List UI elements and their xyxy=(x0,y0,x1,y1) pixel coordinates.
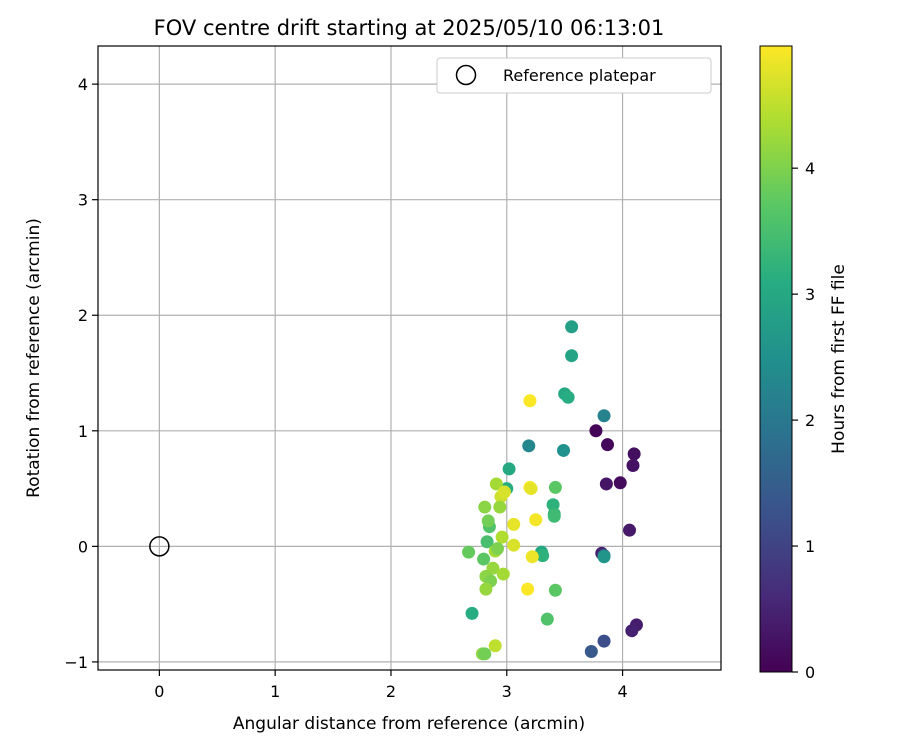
data-point xyxy=(465,606,479,620)
data-point xyxy=(561,390,575,404)
data-point xyxy=(507,517,521,531)
colorbar-label: Hours from first FF file xyxy=(829,264,849,454)
reference-platepar-marker xyxy=(149,536,170,557)
data-point xyxy=(536,549,550,563)
colorbar-tick-label: 1 xyxy=(805,537,815,556)
data-point xyxy=(626,458,640,472)
data-point xyxy=(524,482,538,496)
data-point xyxy=(478,500,492,514)
data-point xyxy=(565,320,579,334)
legend-entry: Reference platepar xyxy=(503,66,656,85)
colorbar-tick-label: 2 xyxy=(805,411,815,430)
plot-frame xyxy=(97,45,722,671)
x-axis-label: Angular distance from reference (arcmin) xyxy=(233,714,585,734)
colorbar-tick-label: 3 xyxy=(805,285,815,304)
data-point xyxy=(548,583,562,597)
data-point xyxy=(522,439,536,453)
data-point xyxy=(589,424,603,438)
x-tick-label: 3 xyxy=(502,682,512,701)
data-point xyxy=(497,485,511,499)
data-point xyxy=(565,349,579,363)
data-point xyxy=(481,514,495,528)
data-point xyxy=(525,550,539,564)
legend-marker xyxy=(455,64,477,86)
data-point xyxy=(584,645,598,659)
y-tick-label: 1 xyxy=(78,422,88,441)
y-axis-label: Rotation from reference (arcmin) xyxy=(24,218,44,498)
data-point xyxy=(521,582,535,596)
x-tick-label: 1 xyxy=(270,682,280,701)
x-tick-label: 0 xyxy=(154,682,164,701)
data-point xyxy=(540,612,554,626)
legend-box xyxy=(436,57,712,94)
colorbar: 0 1 2 3 4 Hours from first FF file xyxy=(759,45,849,682)
data-point xyxy=(627,447,641,461)
data-point xyxy=(597,634,611,648)
y-tick-label: 0 xyxy=(78,537,88,556)
legend: Reference platepar xyxy=(436,57,712,94)
y-tick-label: 2 xyxy=(78,306,88,325)
data-point xyxy=(489,477,503,491)
data-point xyxy=(599,477,613,491)
data-point xyxy=(493,500,507,514)
y-axis-ticks: −1 0 1 2 3 4 xyxy=(64,75,98,672)
data-point xyxy=(502,462,516,476)
data-point xyxy=(462,545,476,559)
data-point xyxy=(625,624,639,638)
data-point xyxy=(478,647,492,661)
data-point xyxy=(529,513,543,527)
data-point xyxy=(479,582,493,596)
data-point xyxy=(601,438,615,452)
data-point xyxy=(477,552,491,566)
data-point xyxy=(491,542,505,556)
data-point xyxy=(623,523,637,537)
y-tick-label: 4 xyxy=(78,75,88,94)
data-point xyxy=(547,509,561,523)
data-points xyxy=(462,320,643,661)
data-point xyxy=(597,550,611,564)
data-point xyxy=(488,639,502,653)
x-tick-label: 2 xyxy=(386,682,396,701)
data-point xyxy=(495,530,509,544)
data-point xyxy=(557,443,571,457)
data-point xyxy=(523,394,537,408)
x-tick-label: 4 xyxy=(617,682,627,701)
colorbar-tick-label: 0 xyxy=(805,663,815,682)
grid-lines xyxy=(98,46,721,670)
chart-title: FOV centre drift starting at 2025/05/10 … xyxy=(154,16,665,40)
colorbar-gradient xyxy=(759,45,793,673)
data-point xyxy=(597,409,611,423)
data-point xyxy=(548,480,562,494)
data-point xyxy=(496,567,510,581)
data-point xyxy=(507,538,521,552)
colorbar-ticks: 0 1 2 3 4 xyxy=(792,159,815,682)
y-tick-label: −1 xyxy=(64,653,88,672)
y-tick-label: 3 xyxy=(78,191,88,210)
data-point xyxy=(613,476,627,490)
data-point xyxy=(480,535,494,549)
x-axis-ticks: 0 1 2 3 4 xyxy=(154,670,628,701)
colorbar-tick-label: 4 xyxy=(805,159,815,178)
